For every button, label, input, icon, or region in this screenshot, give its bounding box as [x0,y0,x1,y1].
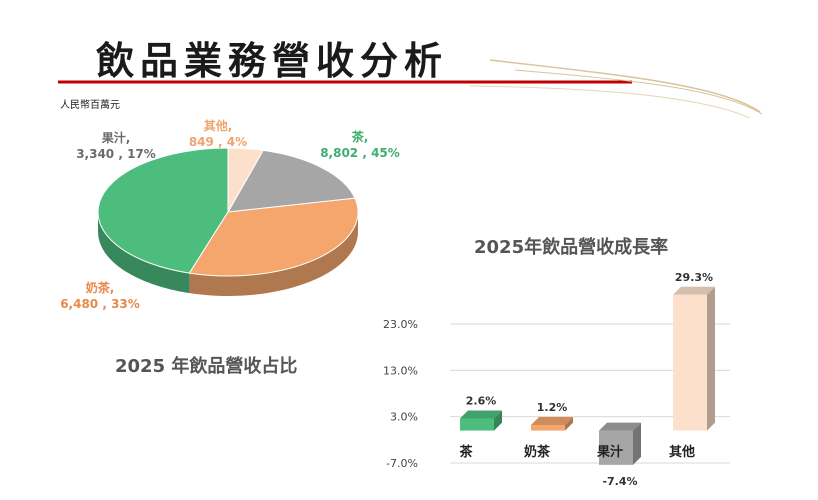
unit-label: 人民幣百萬元 [60,100,120,111]
bar-side [565,417,573,431]
y-tick-label: 13.0% [383,364,418,377]
category-label: 果汁 [596,444,623,460]
data-label: 2.6% [466,395,497,408]
pie-label-value: 8,802 , 45% [320,146,400,160]
y-tick-label: -7.0% [386,457,418,470]
bar [673,294,707,431]
bar-side [633,422,641,465]
data-label: -7.4% [602,475,637,488]
bar-top [460,410,502,419]
bar [460,418,494,431]
bar-top [599,422,641,431]
bar-side [494,410,502,431]
bar-top [531,417,573,426]
pie-label-name: 茶, [351,129,369,144]
pie-label-name: 奶茶, [86,280,115,295]
pie-label-value: 849 , 4% [189,135,247,149]
pie-slice [97,147,229,274]
data-label: 29.3% [675,271,713,284]
pie-slice [227,147,264,214]
page-title: 飲品業務營收分析 [96,38,449,83]
pie-slice-side [98,212,190,294]
pie-chart-title: 2025 年飲品營收占比 [115,356,298,377]
decorative-curve [469,85,751,119]
category-label: 茶 [459,444,473,460]
y-tick-label: 3.0% [390,411,418,424]
category-label: 奶茶 [523,444,551,460]
pie-slice [227,149,356,213]
pie-slice [188,197,359,277]
bar [531,425,565,431]
category-label: 其他 [669,444,695,460]
decorative-curve [514,69,763,115]
pie-slice-side [189,212,358,297]
decorative-curve [489,59,761,113]
bar-top [673,286,715,295]
pie-label-name: 其他, [204,118,233,133]
pie-label-name: 果汁, [101,130,131,145]
bar-side [707,286,715,431]
bar-chart-title: 2025年飲品營收成長率 [474,237,669,258]
bar [599,430,633,465]
pie-label-value: 3,340 , 17% [76,147,156,161]
y-tick-label: 23.0% [383,318,418,331]
data-label: 1.2% [537,401,568,414]
pie-label-value: 6,480 , 33% [60,297,140,311]
